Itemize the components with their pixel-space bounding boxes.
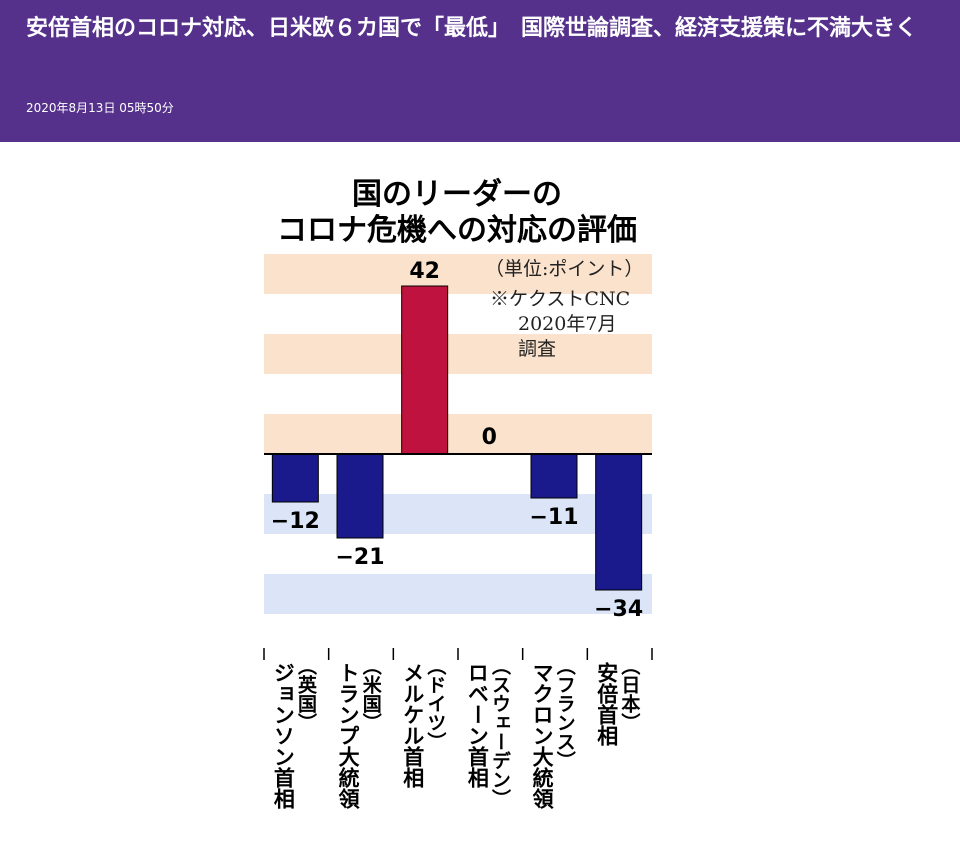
gridband-positive [264,334,652,374]
category-leader-3: ロベーン首相 [465,662,489,788]
leader-evaluation-chart: 国のリーダーの コロナ危機への対応の評価 −12 −21 42 0 −11 −34 （単位… [263,177,653,810]
category-country-2: （ドイツ） [424,656,446,751]
value-label-5: −34 [594,597,643,622]
category-leader-4: マクロン大統領 [530,662,554,810]
article-timestamp: 2020年8月13日 05時50分 [26,101,174,115]
chart-source-note-1: ※ケクストCNC [490,288,630,310]
chart-source-note-2: 2020年7月 [518,313,616,335]
category-leader-5: 安倍首相 [595,661,619,746]
value-label-1: −21 [335,545,384,570]
category-country-0: （英国） [295,656,317,732]
chart-source-note-3: 調査 [518,338,556,360]
chart-gridbands [264,254,652,614]
chart-value-labels: −12 −21 42 0 −11 −34 [271,259,643,622]
category-leader-0: ジョンソン首相 [271,662,295,809]
gridband-positive [264,254,652,294]
chart-unit-note: （単位:ポイント） [485,258,643,280]
article-header: 安倍首相のコロナ対応、日米欧６カ国で「最低」 国際世論調査、経済支援策に不満大き… [0,0,960,142]
bar-1 [336,453,384,539]
bar-5 [595,453,643,591]
value-label-0: −12 [271,509,320,534]
chart-bars [271,285,643,591]
category-country-4: （フランス） [554,656,576,770]
chart-category-labels: （英国）ジョンソン首相 （米国）トランプ大統領 （ドイツ）メルケル首相 （スウェーデン… [263,648,653,810]
category-leader-1: トランプ大統領 [336,662,360,810]
value-label-4: −11 [529,505,578,530]
bar-0 [271,453,319,503]
bar-4 [530,453,578,499]
bar-2 [401,285,449,455]
gridband-negative [264,494,652,534]
category-country-5: （日本） [618,656,640,732]
value-label-2: 42 [409,259,440,284]
article-headline: 安倍首相のコロナ対応、日米欧６カ国で「最低」 国際世論調査、経済支援策に不満大き… [26,16,918,41]
gridband-negative [264,574,652,614]
category-country-3: （スウェーデン） [489,656,511,808]
gridband-positive [264,414,652,454]
chart-title-line-2: コロナ危機への対応の評価 [277,213,637,248]
chart-title-line-1: 国のリーダーの [352,177,562,212]
category-leader-2: メルケル首相 [401,662,425,788]
category-country-1: （米国） [360,656,382,732]
value-label-3: 0 [482,425,497,450]
